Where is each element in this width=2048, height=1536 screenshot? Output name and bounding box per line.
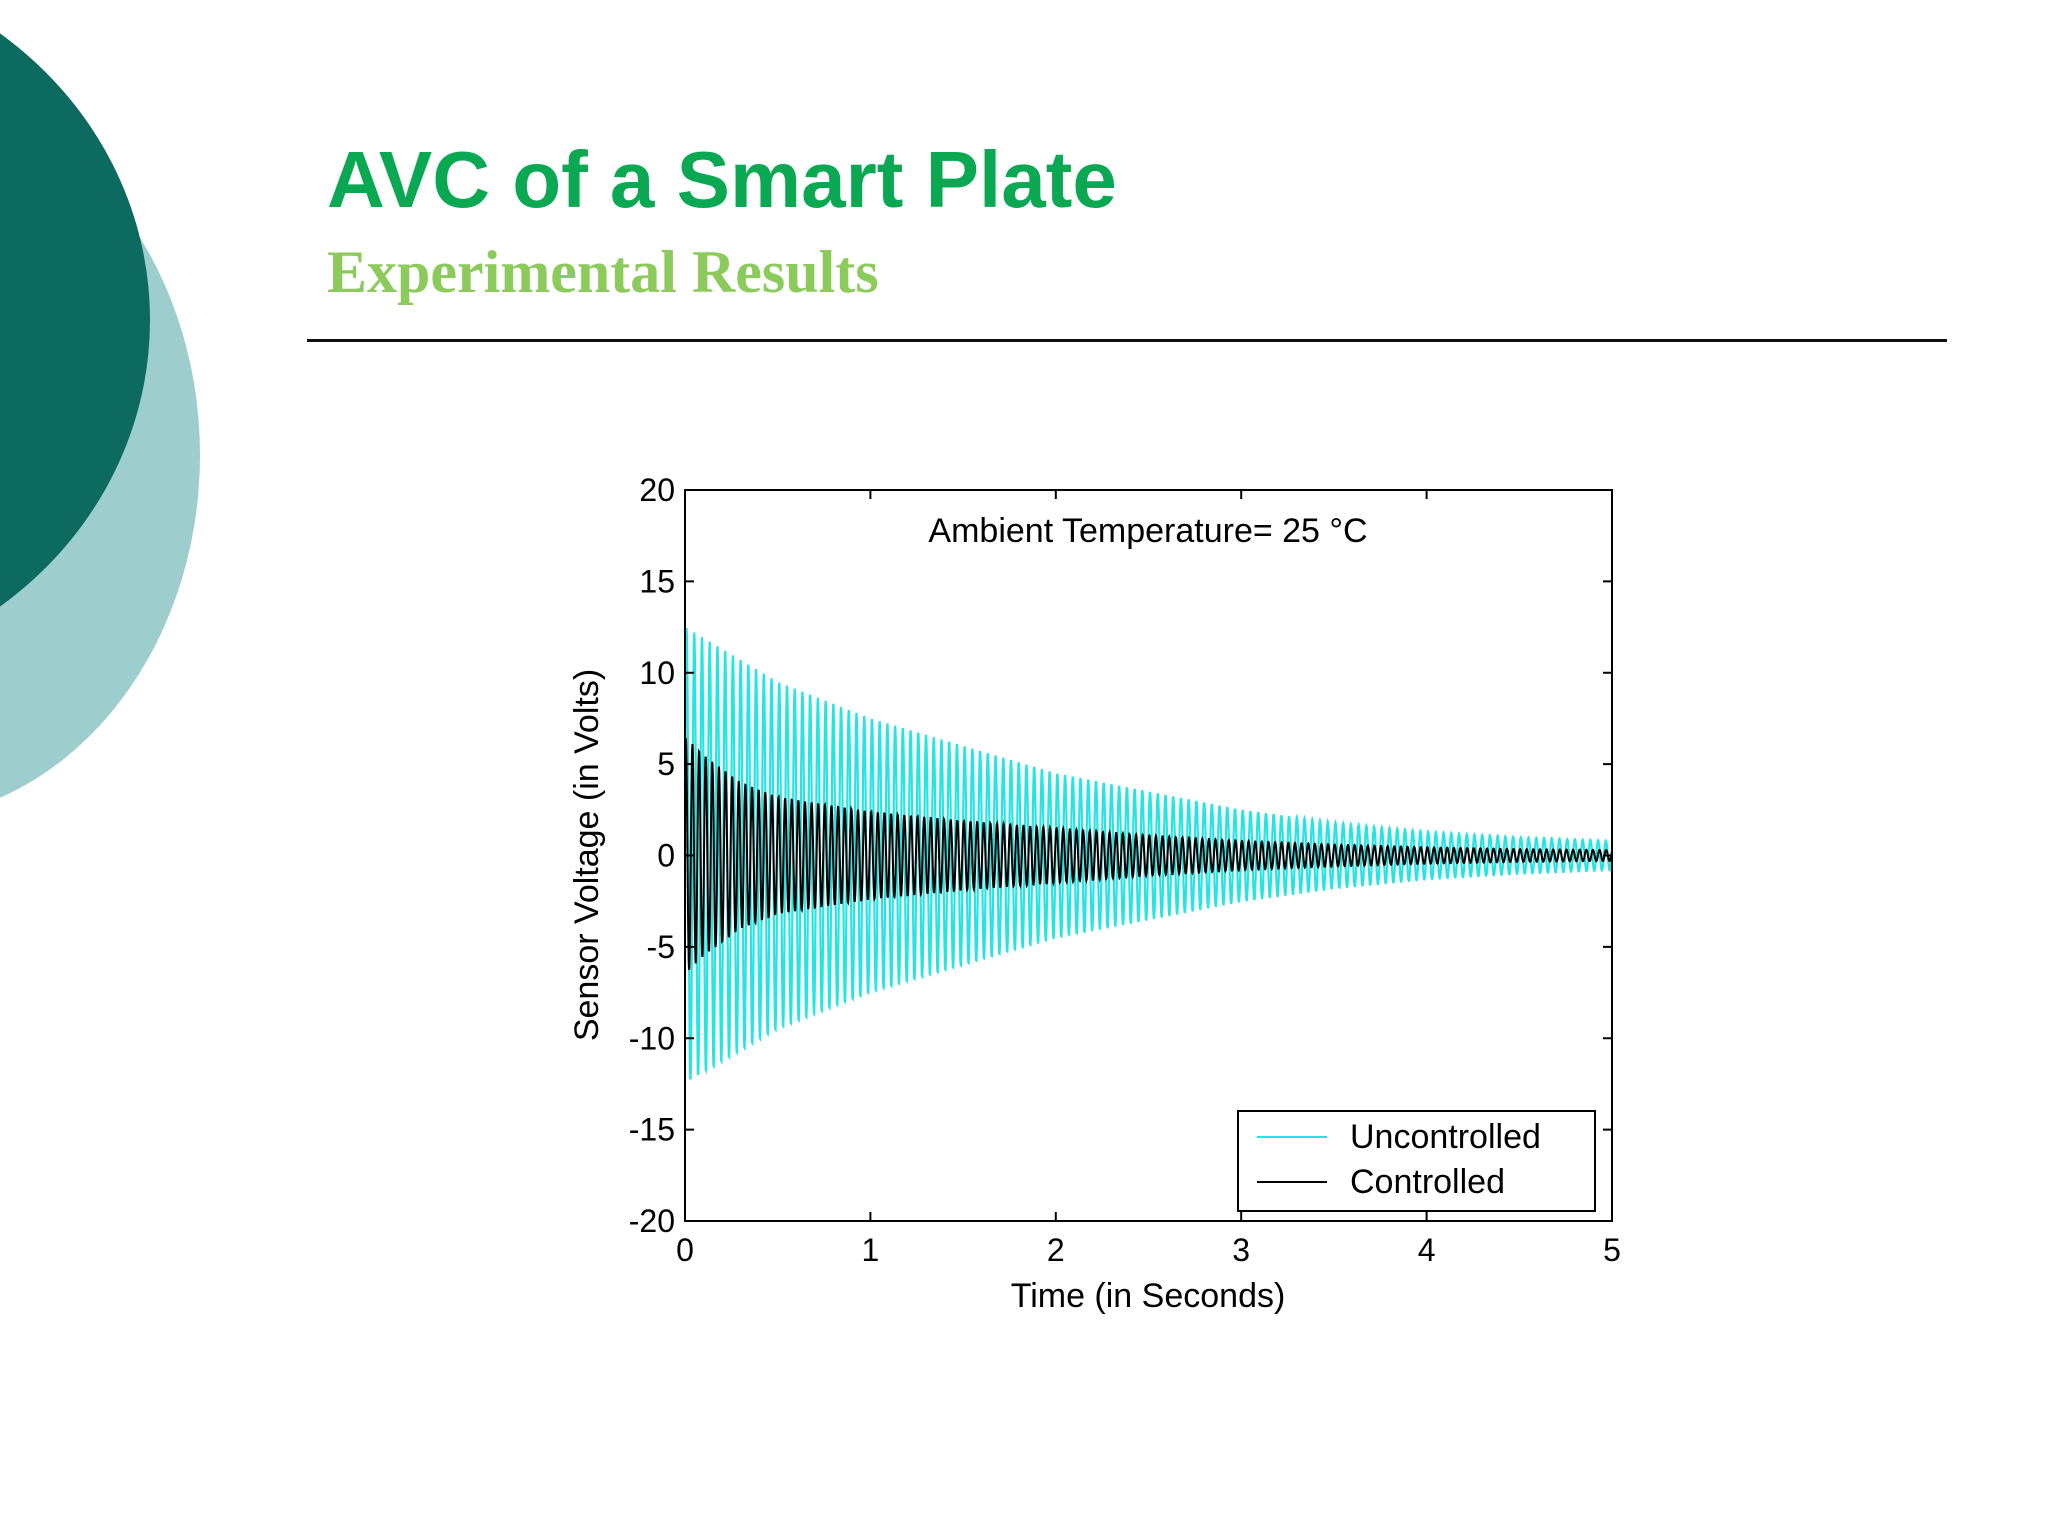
y-tick-label: 15	[639, 563, 675, 599]
y-tick-label: -15	[629, 1112, 675, 1148]
legend: Uncontrolled Controlled	[1237, 1110, 1596, 1212]
x-tick-label: 2	[1047, 1232, 1065, 1268]
series-line-controlled	[684, 738, 1613, 970]
series-layer	[683, 627, 1614, 1080]
x-tick-label: 3	[1232, 1232, 1250, 1268]
y-tick-label: 10	[639, 655, 675, 691]
title-divider	[307, 339, 1947, 342]
y-tick-label: -10	[629, 1020, 675, 1056]
x-tick-label: 5	[1603, 1232, 1621, 1268]
x-tick-label: 1	[862, 1232, 880, 1268]
legend-box	[1237, 1110, 1596, 1212]
sensor-voltage-chart: 0 1 2 3 4 5 20 15 10 5 0 -5 -10 -15 -20 Ambient Tempe…	[568, 472, 1621, 1315]
legend-label-controlled: Controlled	[1350, 1163, 1505, 1201]
y-axis: 20 15 10 5 0 -5 -10 -15 -20	[629, 472, 1612, 1239]
slide-title: AVC of a Smart Plate	[327, 135, 1117, 224]
x-tick-label: 0	[676, 1232, 694, 1268]
y-tick-label: 5	[657, 746, 675, 782]
x-axis: 0 1 2 3 4 5	[676, 490, 1621, 1268]
y-tick-label: 20	[639, 472, 675, 508]
slide-subtitle: Experimental Results	[327, 239, 879, 305]
chart-title: Ambient Temperature= 25 °C	[928, 512, 1367, 550]
x-axis-label: Time (in Seconds)	[1011, 1277, 1286, 1315]
y-tick-label: 0	[657, 838, 675, 874]
y-tick-label: -20	[629, 1203, 675, 1239]
decorative-circles	[0, 0, 260, 900]
legend-label-uncontrolled: Uncontrolled	[1350, 1118, 1541, 1156]
y-axis-label: Sensor Voltage (in Volts)	[568, 669, 606, 1041]
x-tick-label: 4	[1418, 1232, 1436, 1268]
y-tick-label: -5	[647, 929, 675, 965]
